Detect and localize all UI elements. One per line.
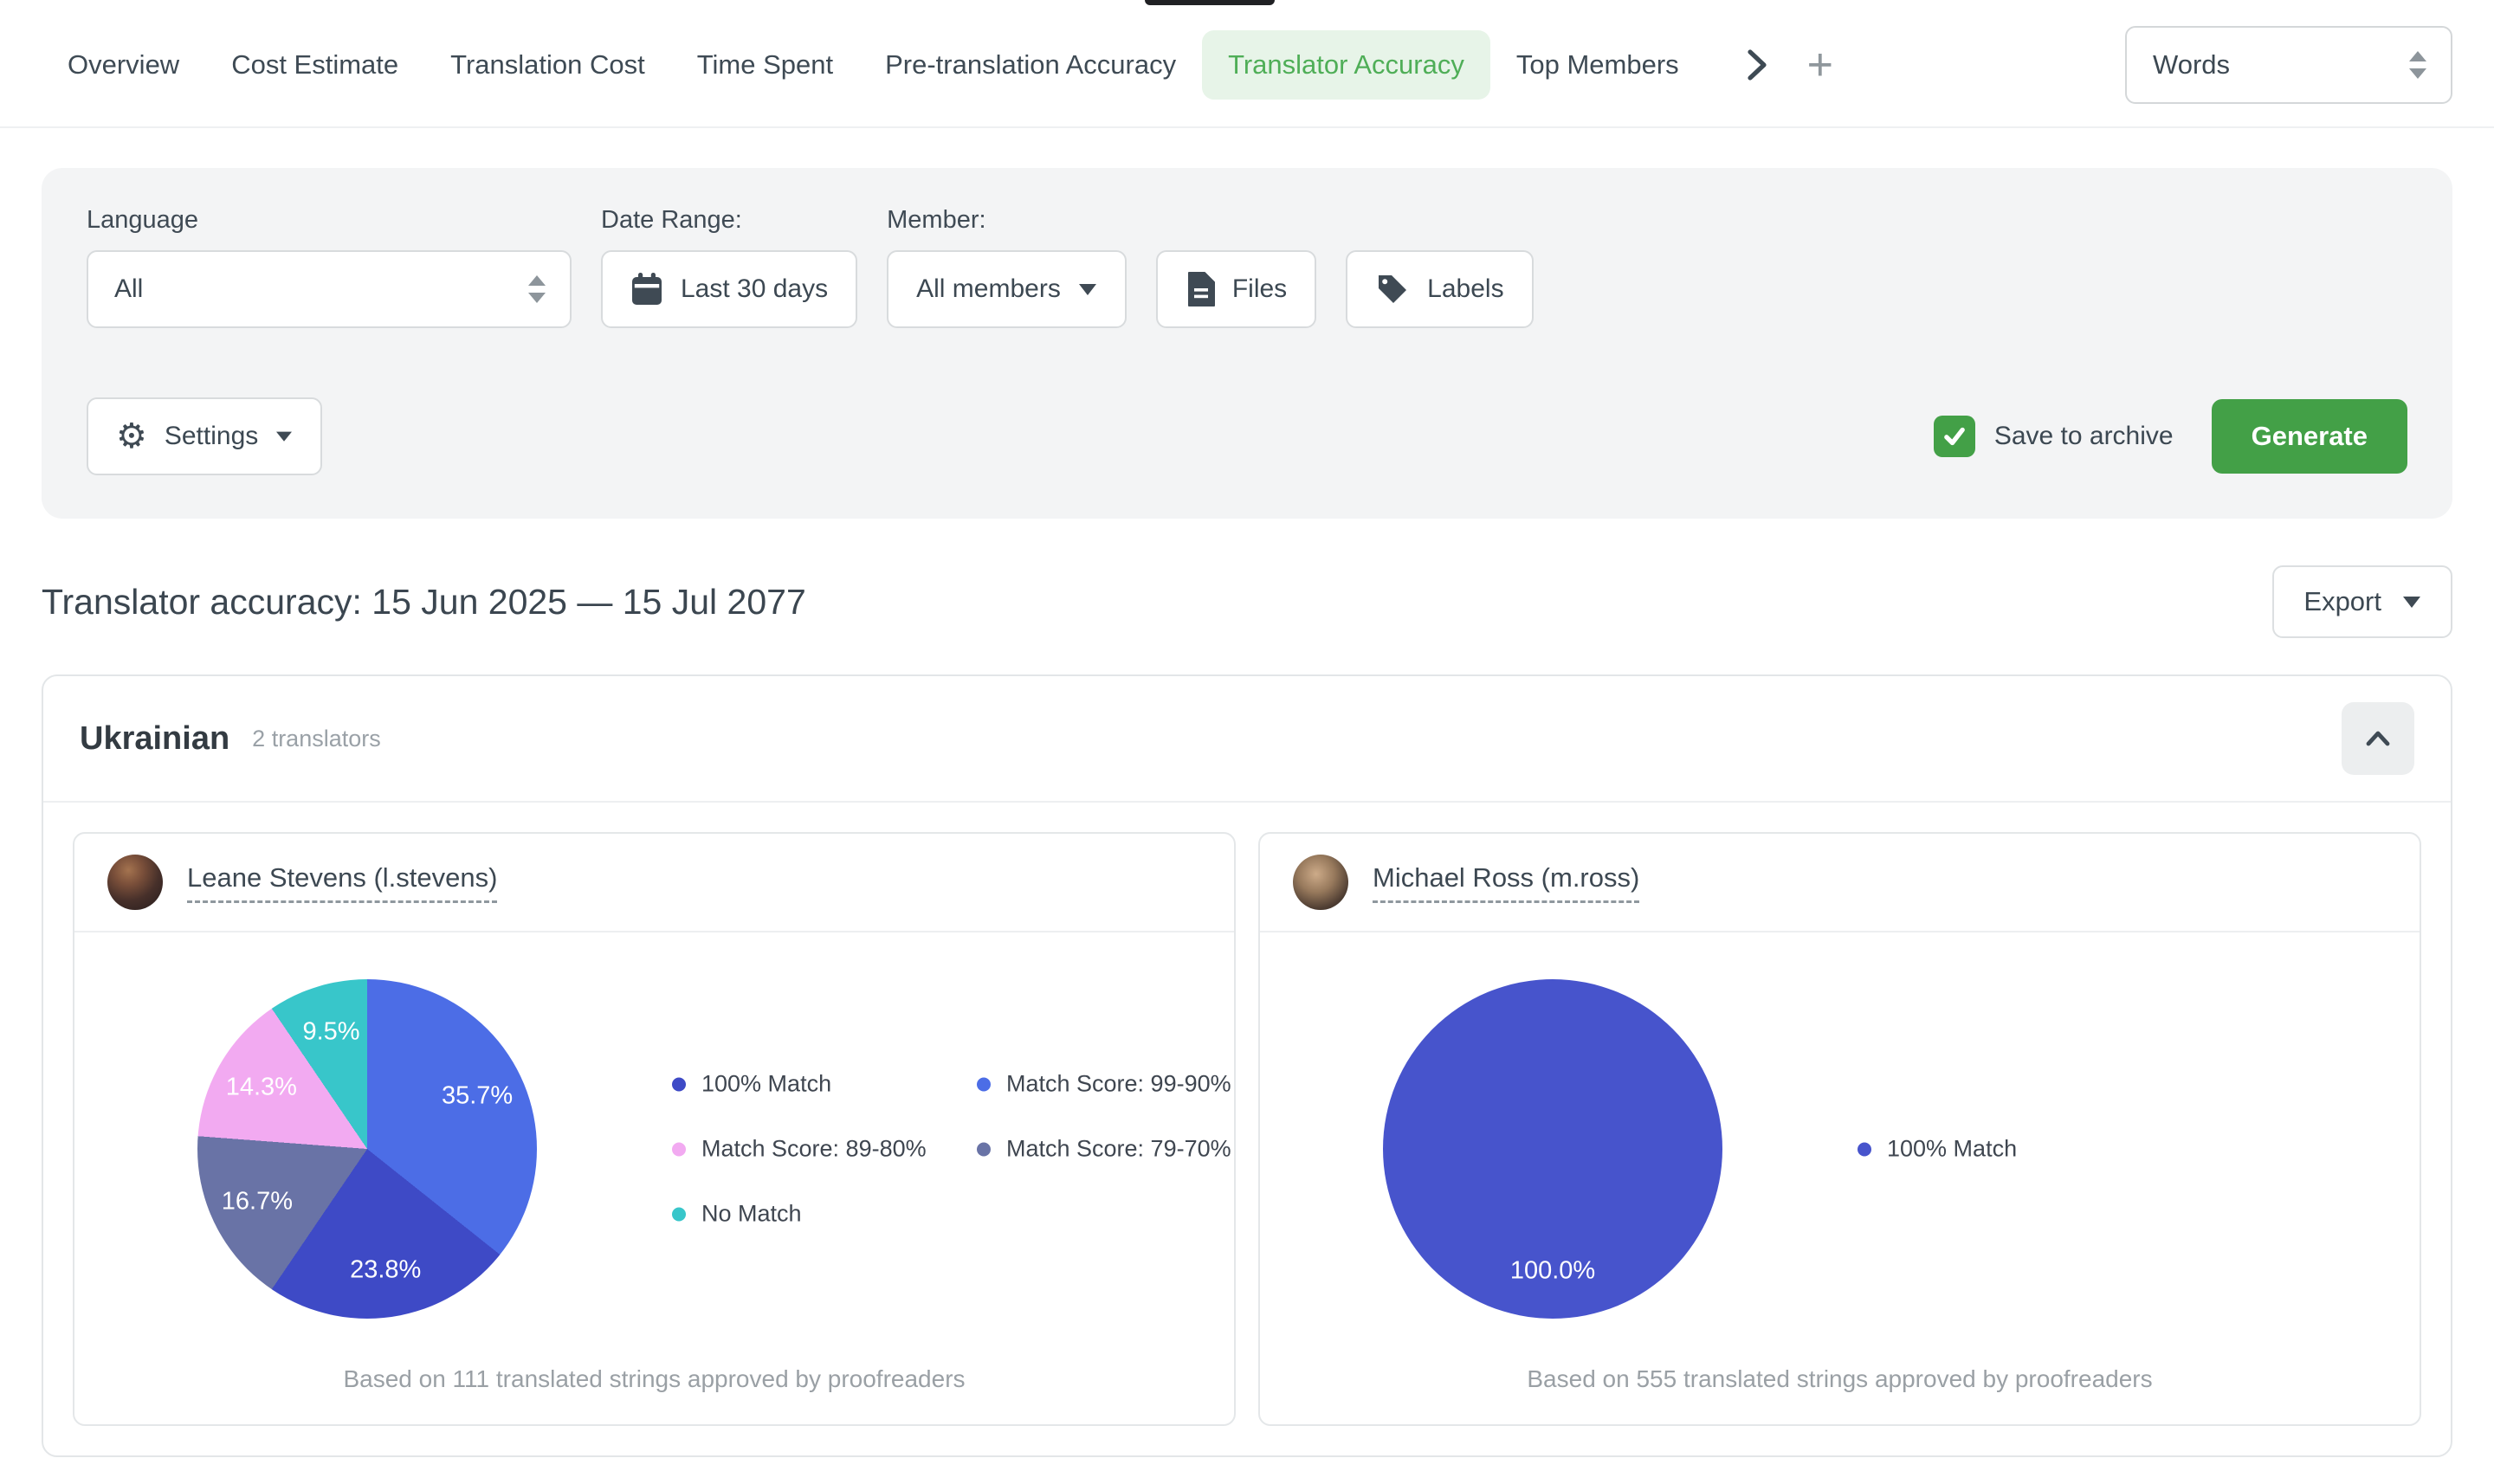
date-range-value: Last 30 days <box>681 274 829 303</box>
generate-button[interactable]: Generate <box>2211 399 2407 474</box>
translator-card: Michael Ross (m.ross) 100.0% 100% Match … <box>1258 832 2421 1426</box>
unit-select[interactable]: Words <box>2125 26 2452 104</box>
export-button[interactable]: Export <box>2272 565 2452 638</box>
translator-name-link[interactable]: Leane Stevens (l.stevens) <box>187 862 498 903</box>
legend-label: Match Score: 99-90% <box>1006 1070 1231 1097</box>
caret-down-icon <box>276 431 293 442</box>
avatar <box>1293 855 1348 910</box>
gear-icon: ⚙ <box>116 416 147 456</box>
pie-slice-label: 9.5% <box>302 1017 360 1046</box>
chart-legend: 100% Match <box>1858 1136 2162 1163</box>
legend-label: Match Score: 89-80% <box>701 1135 927 1162</box>
legend-label: 100% Match <box>701 1070 832 1097</box>
pie-slice-label: 23.8% <box>350 1255 422 1284</box>
calendar-icon <box>632 273 662 305</box>
checkmark-icon <box>1943 427 1965 446</box>
tab-pre-translation-accuracy[interactable]: Pre-translation Accuracy <box>885 49 1177 80</box>
legend-dot-icon <box>977 1142 991 1156</box>
settings-button[interactable]: ⚙ Settings <box>87 397 323 475</box>
tab-translator-accuracy[interactable]: Translator Accuracy <box>1202 30 1490 100</box>
member-select-value: All members <box>916 274 1061 303</box>
language-label: Language <box>87 206 199 234</box>
files-button-label: Files <box>1231 274 1288 303</box>
language-section-ukrainian: Ukrainian 2 translators Leane Stevens (l… <box>42 674 2452 1457</box>
plus-icon: + <box>1806 40 1834 90</box>
files-filter-button[interactable]: Files <box>1155 250 1317 328</box>
labels-button-label: Labels <box>1427 274 1504 303</box>
tag-icon <box>1379 275 1407 303</box>
language-select-value: All <box>114 274 144 303</box>
avatar <box>107 855 163 910</box>
legend-item[interactable]: Match Score: 79-70% <box>977 1136 1231 1163</box>
pie-slice-label: 16.7% <box>221 1187 293 1216</box>
legend-dot-icon <box>1858 1142 1871 1156</box>
date-range-button[interactable]: Last 30 days <box>601 250 858 328</box>
language-name: Ukrainian <box>80 719 230 757</box>
save-to-archive-label: Save to archive <box>1993 422 2174 450</box>
chevron-right-icon <box>1748 49 1767 81</box>
legend-item[interactable]: 100% Match <box>672 1071 977 1098</box>
save-to-archive-checkbox[interactable] <box>1933 416 1975 457</box>
select-arrows-icon <box>528 275 546 303</box>
legend-dot-icon <box>672 1142 686 1156</box>
unit-select-value: Words <box>2153 49 2231 80</box>
top-edge-artifact <box>1145 0 1275 5</box>
chevron-up-icon <box>2366 731 2390 746</box>
select-arrows-icon <box>2409 51 2426 79</box>
legend-item[interactable]: No Match <box>672 1201 977 1228</box>
pie-slice-label: 14.3% <box>225 1073 297 1101</box>
translator-card: Leane Stevens (l.stevens) 35.7% 23.8% 16.7… <box>73 832 1236 1426</box>
add-tab-button[interactable]: + <box>1797 42 1844 87</box>
pie-slice-label: 35.7% <box>441 1081 514 1110</box>
tab-overview[interactable]: Overview <box>68 49 180 80</box>
legend-item[interactable]: Match Score: 89-80% <box>672 1136 977 1163</box>
accuracy-pie-chart[interactable]: 35.7% 23.8% 16.7% 14.3% 9.5% <box>197 979 537 1319</box>
tab-top-members[interactable]: Top Members <box>1515 49 1679 80</box>
legend-dot-icon <box>672 1207 686 1221</box>
tab-translation-cost[interactable]: Translation Cost <box>450 49 645 80</box>
collapse-section-button[interactable] <box>2342 702 2414 775</box>
legend-item[interactable]: 100% Match <box>1858 1136 2162 1163</box>
export-button-label: Export <box>2303 586 2381 616</box>
tabs-scroll-right-button[interactable] <box>1745 47 1767 83</box>
accuracy-pie-chart[interactable]: 100.0% <box>1383 979 1722 1319</box>
caret-down-icon <box>2403 597 2420 608</box>
labels-filter-button[interactable]: Labels <box>1346 250 1534 328</box>
caret-down-icon <box>1078 284 1096 295</box>
legend-label: No Match <box>701 1200 802 1227</box>
language-select[interactable]: All <box>87 250 572 328</box>
settings-button-label: Settings <box>164 422 259 450</box>
page-title: Translator accuracy: 15 Jun 2025 — 15 Ju… <box>42 581 806 622</box>
date-range-label: Date Range: <box>601 206 742 234</box>
tab-cost-estimate[interactable]: Cost Estimate <box>231 49 399 80</box>
report-filters-panel: Language All Date Range: Last 30 days <box>42 168 2452 519</box>
report-tabs-bar: Overview Cost Estimate Translation Cost … <box>0 0 2494 128</box>
member-label: Member: <box>887 206 986 234</box>
legend-item[interactable]: Match Score: 99-90% <box>977 1071 1231 1098</box>
legend-dot-icon <box>672 1077 686 1091</box>
file-icon <box>1187 272 1215 306</box>
legend-label: 100% Match <box>1887 1135 2018 1162</box>
chart-footnote: Based on 111 translated strings approved… <box>343 1365 966 1392</box>
translators-count: 2 translators <box>252 725 381 752</box>
member-select-button[interactable]: All members <box>887 250 1127 328</box>
legend-label: Match Score: 79-70% <box>1006 1135 1231 1162</box>
chart-legend: 100% Match Match Score: 99-90% Match Score… <box>672 1071 1231 1228</box>
tab-time-spent[interactable]: Time Spent <box>696 49 834 80</box>
legend-dot-icon <box>977 1077 991 1091</box>
translator-name-link[interactable]: Michael Ross (m.ross) <box>1373 862 1640 903</box>
pie-slice-label: 100.0% <box>1509 1256 1596 1285</box>
chart-footnote: Based on 555 translated strings approved… <box>1527 1365 2153 1392</box>
